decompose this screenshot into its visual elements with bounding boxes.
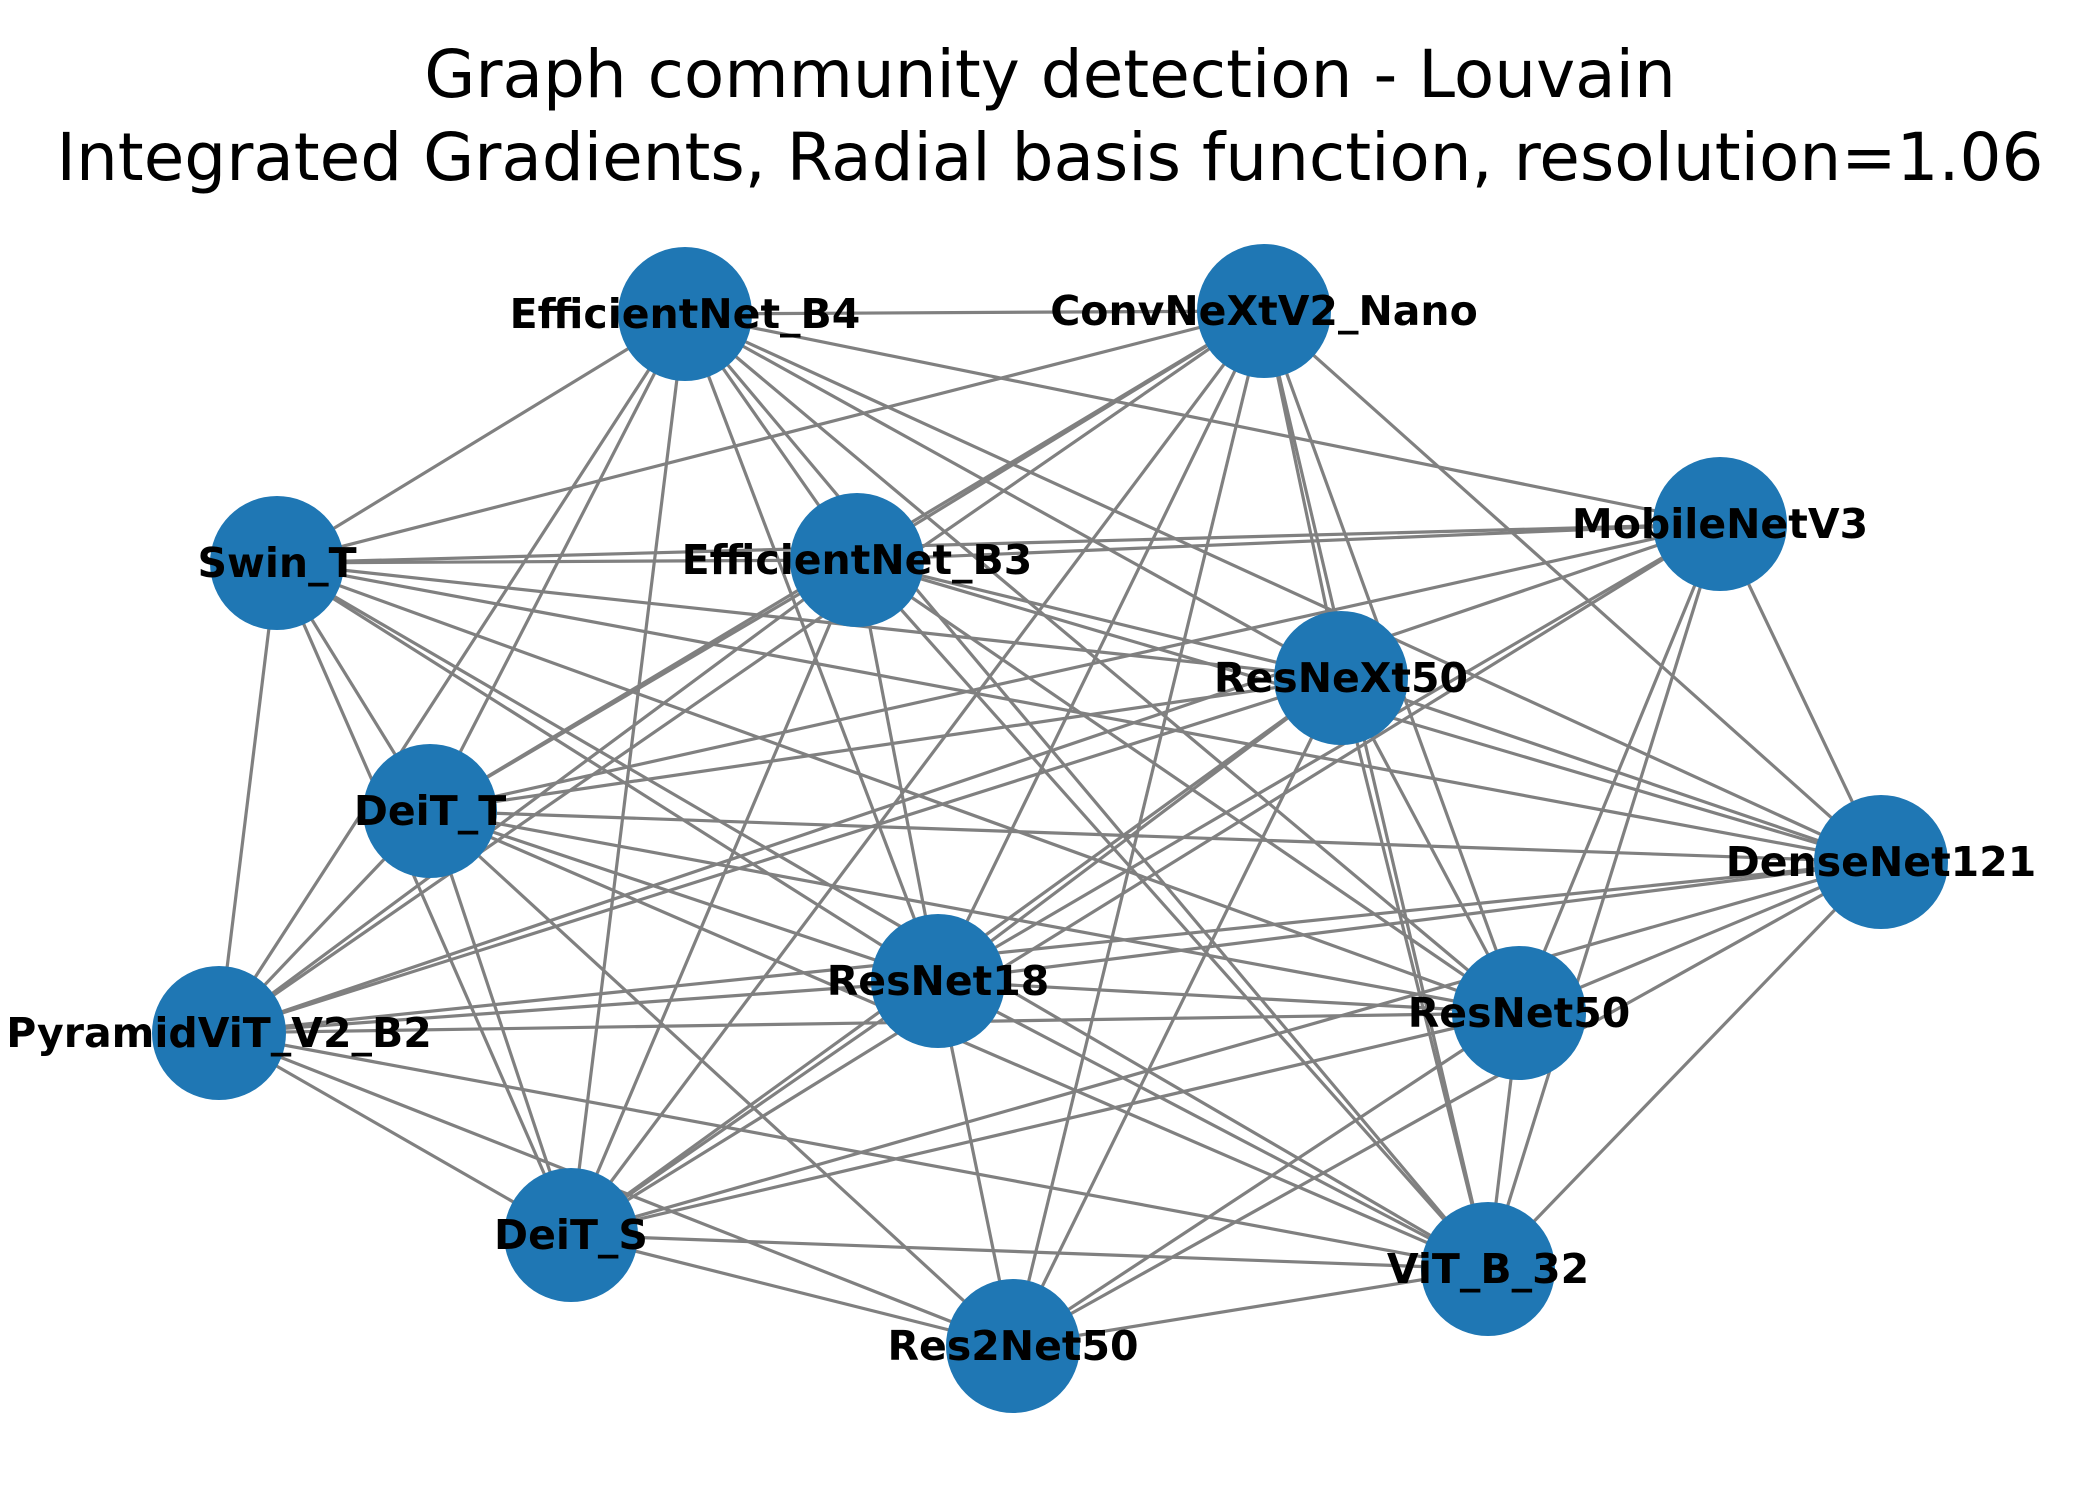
node-label-vit-b-32: ViT_B_32 bbox=[1387, 1245, 1589, 1293]
node-resnext50 bbox=[1274, 611, 1408, 745]
edge-mobilenetv3-pyramidvit-v2-b2 bbox=[218, 522, 1721, 1035]
edge-densenet121-deit-s bbox=[570, 860, 1882, 1237]
node-label-deit-s: DeiT_S bbox=[494, 1211, 648, 1259]
edge-resnet18-pyramidvit-v2-b2 bbox=[218, 979, 939, 1035]
edge-pyramidvit-v2-b2-deit-s bbox=[218, 1031, 572, 1237]
edge-resnext50-densenet121 bbox=[1340, 676, 1882, 864]
node-convnextv2-nano bbox=[1197, 244, 1331, 378]
node-deit-t bbox=[363, 744, 497, 878]
edge-deit-t-resnet18 bbox=[429, 809, 939, 983]
node-label-res2net50: Res2Net50 bbox=[887, 1322, 1138, 1370]
edge-efficientnet-b3-deit-s bbox=[569, 559, 859, 1236]
node-label-resnet18: ResNet18 bbox=[827, 957, 1050, 1005]
edge-efficientnet-b3-resnext50 bbox=[856, 558, 1342, 680]
edge-resnet50-res2net50 bbox=[1012, 1011, 1520, 1348]
edge-deit-s-res2net50 bbox=[570, 1233, 1014, 1348]
edge-efficientnet-b3-resnet50 bbox=[856, 558, 1520, 1015]
edge-efficientnet-b4-resnext50 bbox=[684, 312, 1342, 680]
edge-densenet121-resnet18 bbox=[937, 860, 1882, 983]
node-resnet18 bbox=[871, 914, 1005, 1048]
label-layer: EfficientNet_B4 ConvNeXtV2_Nano Swin_T Effi… bbox=[6, 287, 2036, 1370]
node-layer bbox=[152, 244, 1948, 1413]
node-densenet121 bbox=[1814, 795, 1948, 929]
edge-swin-t-resnext50 bbox=[276, 561, 1342, 680]
node-label-pyramidvit-v2-b2: PyramidViT_V2_B2 bbox=[6, 1009, 432, 1057]
edge-efficientnet-b4-vit-b-32 bbox=[683, 312, 1490, 1271]
edge-pyramidvit-v2-b2-vit-b-32 bbox=[218, 1031, 1489, 1271]
edge-resnext50-deit-t bbox=[429, 676, 1342, 813]
chart-title-line-2: Integrated Gradients, Radial basis funct… bbox=[57, 119, 2044, 196]
edge-efficientnet-b3-deit-t bbox=[429, 558, 858, 813]
node-label-resnet50: ResNet50 bbox=[1408, 989, 1631, 1037]
edge-convnextv2-nano-resnet18 bbox=[936, 310, 1266, 982]
node-label-densenet121: DenseNet121 bbox=[1726, 838, 2037, 886]
edge-efficientnet-b3-mobilenetv3 bbox=[856, 522, 1721, 562]
edge-densenet121-res2net50 bbox=[1012, 860, 1882, 1348]
edge-swin-t-efficientnet-b3 bbox=[276, 558, 858, 565]
edge-resnet50-deit-s bbox=[570, 1011, 1520, 1237]
edge-efficientnet-b4-resnet50 bbox=[683, 312, 1521, 1015]
edge-resnext50-vit-b-32 bbox=[1339, 677, 1490, 1270]
node-resnet50 bbox=[1452, 946, 1586, 1080]
node-label-efficientnet-b3: EfficientNet_B3 bbox=[682, 536, 1033, 584]
edge-swin-t-vit-b-32 bbox=[276, 561, 1489, 1271]
edge-convnextv2-nano-swin-t bbox=[276, 309, 1265, 565]
edge-resnext50-pyramidvit-v2-b2 bbox=[218, 676, 1342, 1035]
edge-deit-t-res2net50 bbox=[428, 809, 1015, 1348]
node-vit-b-32 bbox=[1421, 1202, 1555, 1336]
edge-resnet18-vit-b-32 bbox=[937, 979, 1489, 1271]
edge-efficientnet-b3-vit-b-32 bbox=[855, 558, 1490, 1271]
edge-vit-b-32-res2net50 bbox=[1012, 1267, 1489, 1348]
edge-deit-s-vit-b-32 bbox=[570, 1233, 1489, 1271]
node-efficientnet-b3 bbox=[790, 493, 924, 627]
edge-swin-t-pyramidvit-v2-b2 bbox=[217, 562, 279, 1034]
edge-layer bbox=[217, 309, 1883, 1348]
edge-convnextv2-nano-densenet121 bbox=[1262, 309, 1883, 864]
edge-mobilenetv3-resnet18 bbox=[937, 522, 1721, 983]
edge-efficientnet-b4-mobilenetv3 bbox=[684, 312, 1721, 526]
edge-swin-t-deit-s bbox=[275, 562, 573, 1236]
edge-deit-t-resnet50 bbox=[429, 809, 1520, 1015]
node-deit-s bbox=[504, 1168, 638, 1302]
edge-pyramidvit-v2-b2-resnet50 bbox=[218, 1011, 1520, 1035]
chart-title-line-1: Graph community detection - Louvain bbox=[424, 36, 1676, 113]
edge-mobilenetv3-deit-t bbox=[429, 522, 1721, 813]
node-res2net50 bbox=[946, 1279, 1080, 1413]
node-label-convnextv2-nano: ConvNeXtV2_Nano bbox=[1050, 287, 1478, 335]
node-label-swin-t: Swin_T bbox=[197, 539, 356, 587]
node-mobilenetv3 bbox=[1653, 457, 1787, 591]
edge-deit-t-densenet121 bbox=[429, 809, 1882, 864]
edge-efficientnet-b4-resnet18 bbox=[683, 313, 940, 982]
edge-densenet121-pyramidvit-v2-b2 bbox=[218, 860, 1882, 1035]
edge-convnextv2-nano-pyramidvit-v2-b2 bbox=[218, 309, 1265, 1035]
edge-efficientnet-b4-deit-s bbox=[569, 313, 687, 1236]
edge-resnet18-resnet50 bbox=[937, 979, 1520, 1015]
edge-resnext50-res2net50 bbox=[1011, 677, 1343, 1347]
edge-swin-t-resnet50 bbox=[276, 561, 1520, 1015]
edge-swin-t-mobilenetv3 bbox=[276, 522, 1721, 565]
node-label-mobilenetv3: MobileNetV3 bbox=[1572, 500, 1868, 548]
node-efficientnet-b4 bbox=[618, 247, 752, 381]
edge-efficientnet-b4-densenet121 bbox=[684, 312, 1882, 864]
node-pyramidvit-v2-b2 bbox=[152, 966, 286, 1100]
edge-efficientnet-b4-convnextv2-nano bbox=[684, 309, 1265, 316]
node-label-resnext50: ResNeXt50 bbox=[1214, 654, 1468, 702]
edge-densenet121-vit-b-32 bbox=[1486, 860, 1883, 1271]
node-label-efficientnet-b4: EfficientNet_B4 bbox=[510, 290, 861, 338]
edge-convnextv2-nano-deit-s bbox=[569, 310, 1266, 1236]
node-label-deit-t: DeiT_T bbox=[354, 787, 506, 835]
edge-efficientnet-b3-resnet18 bbox=[855, 559, 940, 982]
edge-convnextv2-nano-vit-b-32 bbox=[1262, 310, 1490, 1270]
node-swin-t bbox=[210, 496, 344, 630]
edge-mobilenetv3-resnet50 bbox=[1517, 523, 1722, 1014]
edge-efficientnet-b4-swin-t bbox=[276, 312, 686, 565]
edge-deit-t-deit-s bbox=[428, 810, 573, 1236]
